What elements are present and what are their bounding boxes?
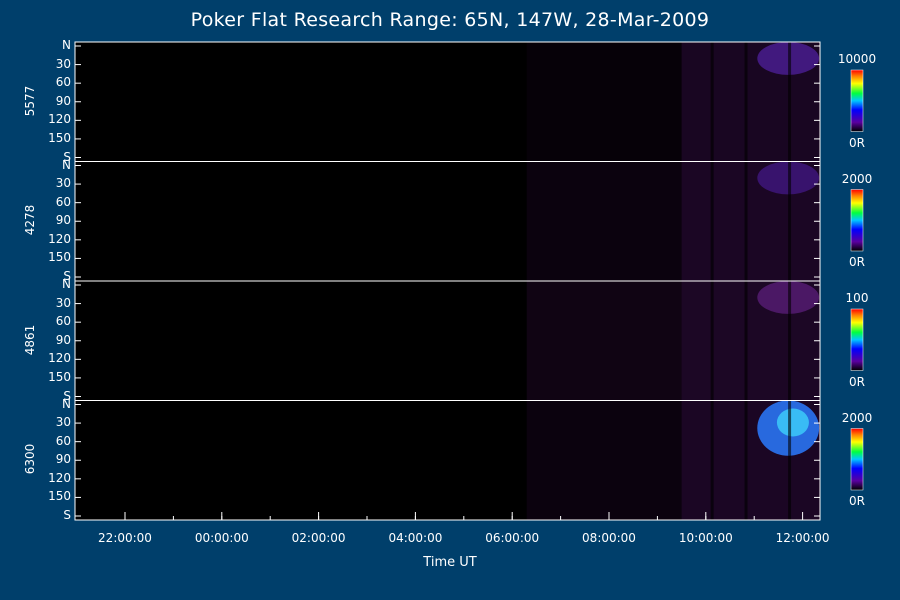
data-gap [788,400,792,520]
data-gap [710,42,714,162]
colorbar [850,69,864,132]
y-tick-label: 150 [48,489,71,504]
colorbar-min-label: 0R [849,374,865,389]
y-tick-label: 120 [48,231,71,246]
y-tick-label: 120 [48,112,71,127]
x-tick-label: 12:00:00 [775,531,830,545]
y-tick-label: 120 [48,470,71,485]
y-tick-label: 120 [48,351,71,366]
x-tick-label: 08:00:00 [582,531,636,545]
data-gap [788,281,792,401]
y-tick-label: N [62,396,71,411]
x-tick-label: 10:00:00 [678,531,733,545]
y-tick-label: 60 [55,75,71,90]
x-tick-label: 00:00:00 [194,531,249,545]
data-gap [744,161,748,281]
colorbar-max-label: 100 [845,291,869,305]
y-tick-label: N [62,38,71,52]
y-tick-label: 30 [55,56,71,71]
data-gap [744,400,748,520]
y-tick-label: 150 [48,250,71,265]
colorbar-max-label: 10000 [837,52,877,66]
y-tick-label: S [63,388,71,403]
y-tick-label: 30 [55,176,71,191]
y-tick-label: 30 [55,415,71,430]
colorbar [850,308,864,371]
x-tick-label: 06:00:00 [485,531,540,545]
y-tick-label: 30 [55,295,71,310]
y-tick-label: S [63,269,71,283]
colorbar [850,428,864,491]
data-gap [710,281,714,401]
x-tick-label: 02:00:00 [291,531,346,545]
data-gap [744,42,748,162]
y-tick-label: 60 [55,433,71,448]
x-tick-label: 04:00:00 [388,531,443,545]
data-gap [744,281,748,401]
y-tick-label: S [63,508,71,522]
y-tick-label: S [63,149,71,164]
x-axis-label: Time UT [423,555,477,570]
aurora-core [776,408,809,437]
wavelength-label: 5577 [23,85,37,117]
colorbar-min-label: 0R [849,135,865,150]
y-tick-label: 150 [48,130,71,145]
wavelength-label: 6300 [23,443,37,475]
colorbar-max-label: 2000 [841,171,873,186]
colorbar-min-label: 0R [849,255,865,269]
colorbar [850,189,864,252]
colorbar-max-label: 2000 [841,410,873,425]
y-tick-label: 90 [55,332,71,347]
y-tick-label: 90 [55,93,71,108]
y-tick-label: 60 [55,194,71,209]
data-gap [710,400,714,520]
colorbar-min-label: 0R [849,494,865,508]
x-tick-label: 22:00:00 [98,531,152,545]
data-gap [788,42,792,162]
wavelength-label: 4861 [23,324,37,356]
y-tick-label: 60 [55,314,71,329]
y-tick-label: 150 [48,369,71,384]
y-tick-label: N [62,277,71,291]
chart-title: Poker Flat Research Range: 65N, 147W, 28… [190,9,710,31]
y-tick-label: N [62,157,71,172]
wavelength-label: 4278 [23,204,37,236]
data-gap [710,161,714,281]
data-gap [788,161,792,281]
y-tick-label: 90 [55,452,71,467]
y-tick-label: 90 [55,213,71,228]
